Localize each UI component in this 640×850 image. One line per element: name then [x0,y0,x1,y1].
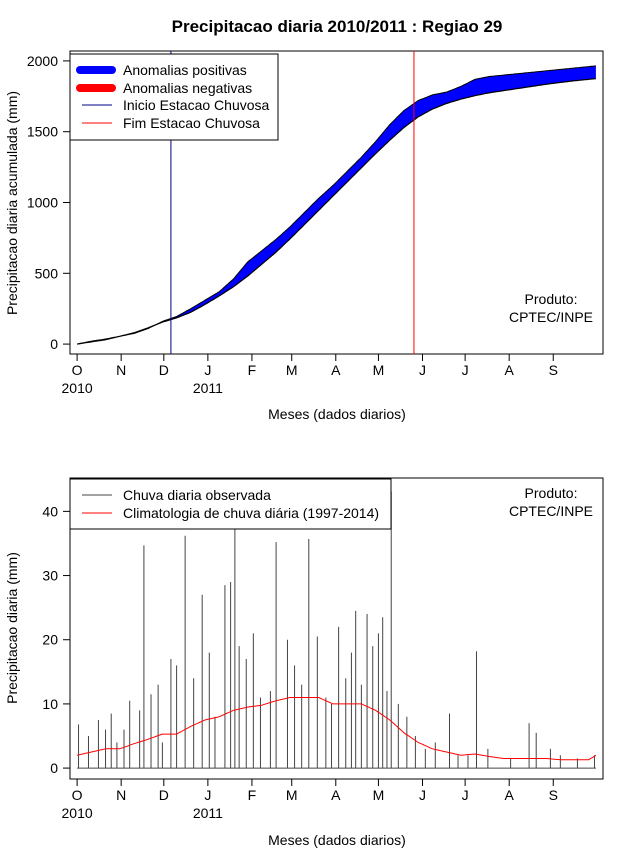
daily-panel: 0 10 20 30 40 O N D J F M A M J J A S 2010 2011 Precipita… [4,477,604,848]
month-tick-label: O [72,787,83,803]
daily-x-axis: O N D J F M A M J J A S 2010 2011 [62,779,558,821]
month-tick-label: F [248,787,257,803]
month-tick-label: F [248,362,257,378]
year-tick-label: 2010 [62,380,93,396]
observed-cumulative-line [77,65,596,345]
month-tick-label: J [462,787,469,803]
credit-line-1: Produto: [525,291,578,307]
cumulative-x-axis: O N D J F M A M J J A S 2010 2011 [62,354,558,396]
month-tick-label: J [419,362,426,378]
legend-label-onset: Inicio Estacao Chuvosa [123,97,270,113]
cumulative-panel: 0 500 1000 1500 2000 O N D J F M A M J J A S 2010 2011 Pr… [4,50,604,422]
month-tick-label: M [286,787,298,803]
month-tick-label: M [373,362,385,378]
daily-plot-frame [69,477,604,780]
cumulative-y-axis-label: Precipitacao diaria acumulada (mm) [4,91,20,315]
y-tick-label: 30 [42,568,58,584]
climatology-daily-line [76,697,597,761]
cumulative-legend: Anomalias positivas Anomalias negativas … [69,53,279,141]
daily-legend: Chuva diaria observada Climatologia de c… [69,478,392,530]
month-tick-label: D [159,362,169,378]
year-tick-label: 2010 [62,805,93,821]
month-tick-label: O [72,362,83,378]
cumulative-x-axis-label: Meses (dados diarios) [268,406,406,422]
month-tick-label: M [286,362,298,378]
month-tick-label: M [373,787,385,803]
y-tick-label: 0 [50,336,58,352]
month-tick-label: N [116,787,126,803]
daily-x-axis-label: Meses (dados diarios) [268,832,406,848]
cumulative-y-axis: 0 500 1000 1500 2000 [27,53,70,352]
y-tick-label: 500 [35,265,59,281]
year-tick-label: 2011 [193,805,223,821]
credit-line-2: CPTEC/INPE [509,503,593,519]
month-tick-label: S [549,362,558,378]
month-tick-label: N [116,362,126,378]
y-tick-label: 2000 [27,53,58,69]
month-tick-label: J [462,362,469,378]
month-tick-label: A [505,362,515,378]
y-tick-label: 1500 [27,124,58,140]
month-tick-label: D [159,787,169,803]
credit-line-2: CPTEC/INPE [509,309,593,325]
month-tick-label: S [549,787,558,803]
month-tick-label: J [419,787,426,803]
month-tick-label: A [331,362,341,378]
month-tick-label: A [331,787,341,803]
y-tick-label: 10 [42,696,58,712]
y-tick-label: 0 [50,760,58,776]
month-tick-label: A [505,787,515,803]
legend-label-negative: Anomalias negativas [123,80,252,96]
month-tick-label: J [204,362,211,378]
legend-label-end: Fim Estacao Chuvosa [123,115,260,131]
legend-label-positive: Anomalias positivas [123,62,247,78]
credit-line-1: Produto: [525,485,578,501]
legend-box [69,53,279,141]
observed-daily-bars [77,491,596,769]
daily-y-axis: 0 10 20 30 40 [42,503,70,776]
month-tick-label: J [204,787,211,803]
y-tick-label: 40 [42,503,58,519]
legend-label-climatology: Climatologia de chuva diária (1997-2014) [123,505,379,521]
y-tick-label: 20 [42,632,58,648]
year-tick-label: 2011 [193,380,223,396]
legend-box [69,478,392,530]
daily-y-axis-label: Precipitacao diaria (mm) [4,552,20,704]
y-tick-label: 1000 [27,195,58,211]
chart-title: Precipitacao diaria 2010/2011 : Regiao 2… [172,17,503,36]
climatology-cumulative-line [76,78,596,345]
legend-label-observed: Chuva diaria observada [123,487,271,503]
